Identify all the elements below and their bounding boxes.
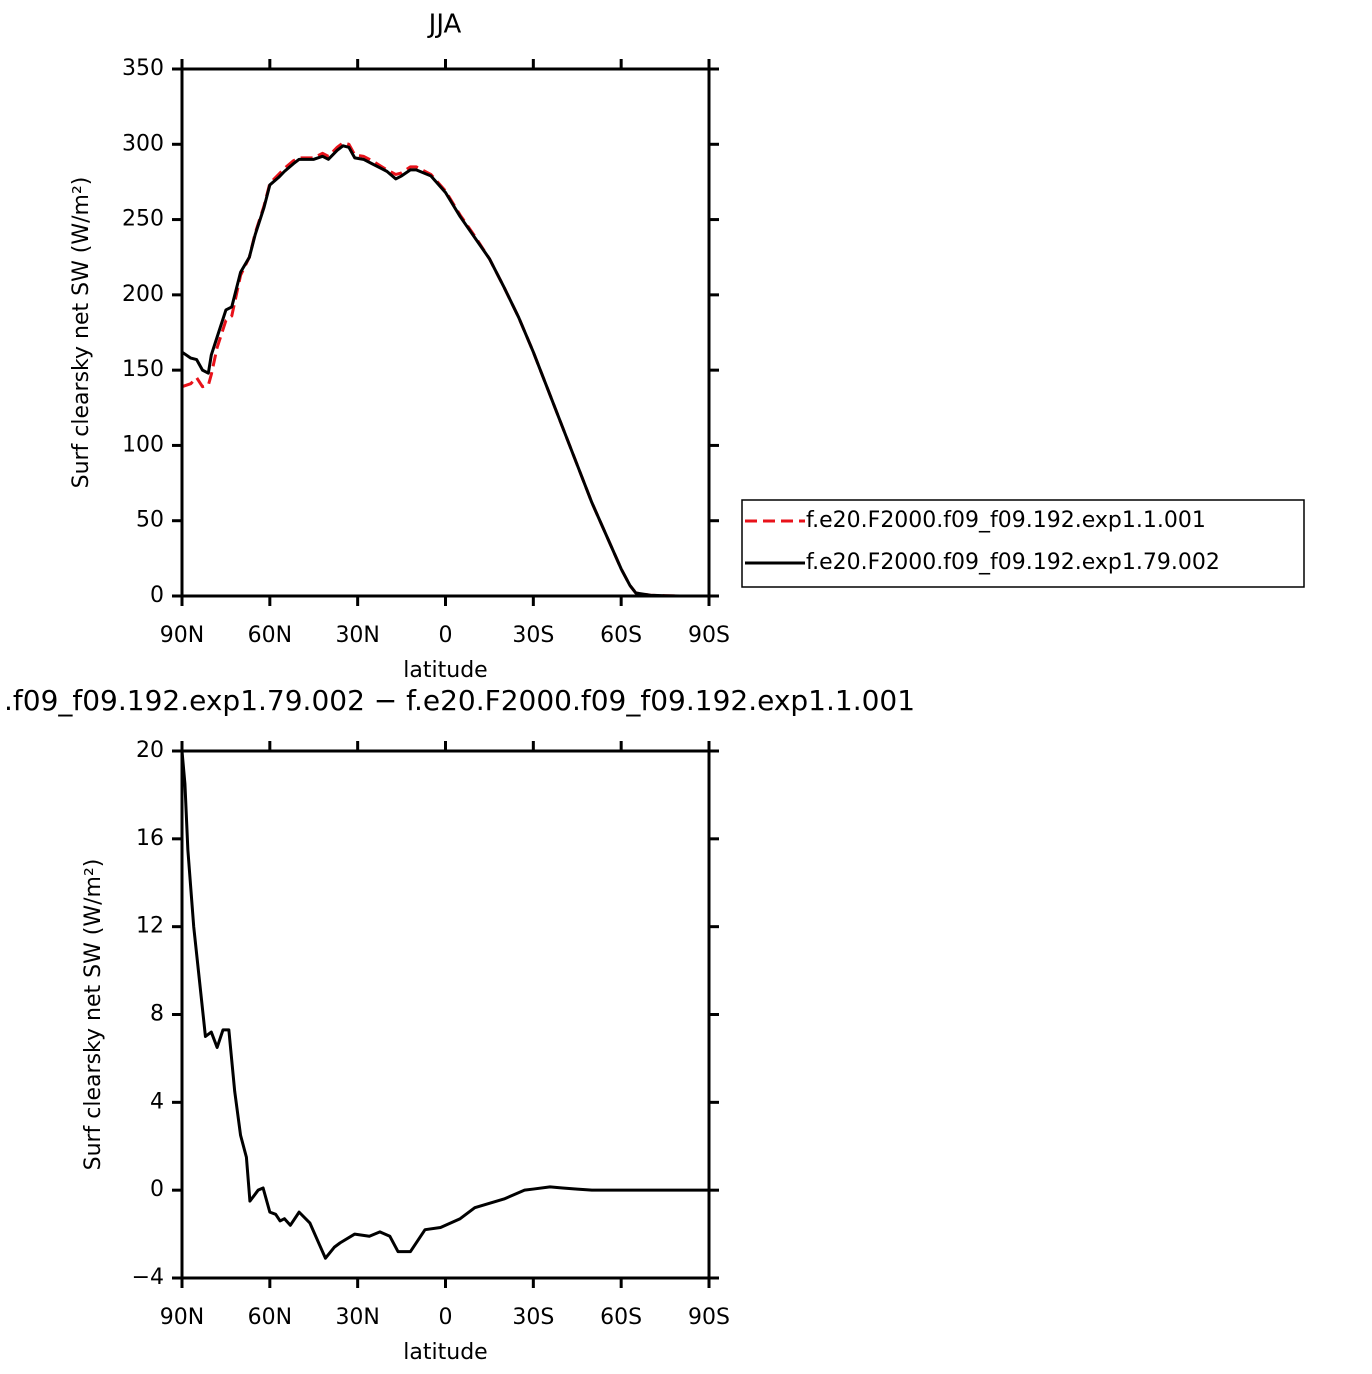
plot-frame (180, 749, 711, 1280)
y-tick-label: 0 (150, 583, 164, 608)
chart-title: .f09_f09.192.exp1.79.002 − f.e20.F2000.f… (4, 684, 915, 717)
series-line (181, 141, 709, 598)
y-axis-label: Surf clearsky net SW (W/m²) (69, 177, 94, 489)
y-tick-label: 200 (122, 282, 164, 307)
x-tick-label: 90N (160, 623, 204, 648)
x-tick-label: 30S (512, 623, 554, 648)
y-tick-label: 8 (150, 1002, 164, 1027)
x-tick-label: 90S (688, 1305, 730, 1330)
chart-title: JJA (427, 10, 462, 40)
x-tick-label: 0 (439, 623, 453, 648)
y-tick-label: 50 (136, 508, 164, 533)
x-tick-label: 60N (248, 623, 292, 648)
y-tick-label: 150 (122, 357, 164, 382)
x-axis-label: latitude (403, 1340, 487, 1365)
x-tick-label: 0 (439, 1305, 453, 1330)
series-line (181, 144, 709, 598)
y-tick-label: 250 (122, 207, 164, 232)
y-tick-label: −4 (132, 1265, 164, 1290)
x-tick-label: 30N (335, 623, 379, 648)
y-tick-label: 12 (136, 914, 164, 939)
y-tick-label: 20 (136, 738, 164, 763)
legend-label: f.e20.F2000.f09_f09.192.exp1.1.001 (806, 508, 1206, 533)
y-tick-label: 0 (150, 1177, 164, 1202)
x-tick-label: 60S (600, 623, 642, 648)
legend-box (741, 499, 1305, 588)
y-tick-label: 16 (136, 826, 164, 851)
series-line (180, 750, 709, 1260)
x-axis-label: latitude (403, 658, 487, 683)
y-tick-label: 100 (122, 432, 164, 457)
plot-frame (180, 67, 711, 598)
y-tick-label: 350 (122, 56, 164, 81)
x-tick-label: 90S (688, 623, 730, 648)
y-tick-label: 4 (150, 1089, 164, 1114)
x-tick-label: 60N (248, 1305, 292, 1330)
legend-label: f.e20.F2000.f09_f09.192.exp1.79.002 (806, 550, 1220, 575)
x-tick-label: 30S (512, 1305, 554, 1330)
x-tick-label: 90N (160, 1305, 204, 1330)
x-tick-label: 30N (335, 1305, 379, 1330)
y-tick-label: 300 (122, 131, 164, 156)
y-axis-label: Surf clearsky net SW (W/m²) (81, 859, 106, 1171)
x-tick-label: 60S (600, 1305, 642, 1330)
